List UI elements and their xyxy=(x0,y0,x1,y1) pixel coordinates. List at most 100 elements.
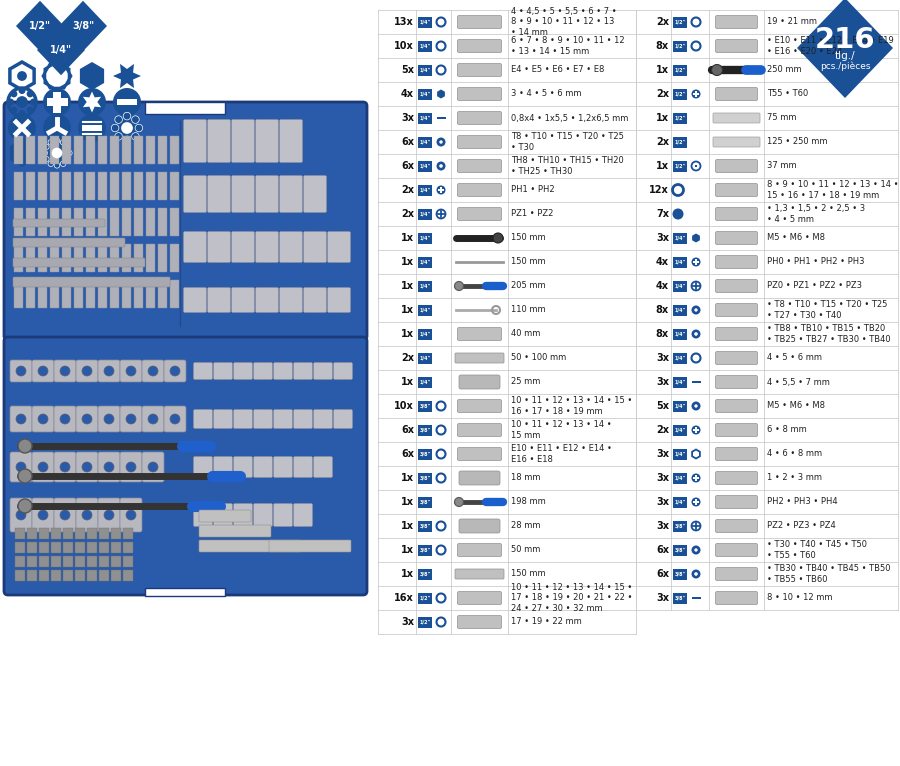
FancyBboxPatch shape xyxy=(293,362,312,379)
Text: 1/4": 1/4" xyxy=(419,355,430,361)
Text: M5 • M6 • M8: M5 • M6 • M8 xyxy=(767,234,825,243)
Bar xyxy=(418,377,432,388)
Circle shape xyxy=(48,139,54,145)
Text: 1/2": 1/2" xyxy=(674,67,686,73)
FancyBboxPatch shape xyxy=(184,231,206,263)
Circle shape xyxy=(43,88,71,116)
Circle shape xyxy=(694,548,698,552)
FancyBboxPatch shape xyxy=(457,15,501,28)
FancyBboxPatch shape xyxy=(194,362,212,379)
Bar xyxy=(110,172,119,200)
Bar xyxy=(14,280,23,308)
Bar xyxy=(673,136,687,148)
Circle shape xyxy=(694,404,698,408)
Text: 205 mm: 205 mm xyxy=(511,281,545,290)
FancyBboxPatch shape xyxy=(13,238,125,247)
Text: PZ2 • PZ3 • PZ4: PZ2 • PZ3 • PZ4 xyxy=(767,522,836,531)
Bar xyxy=(63,528,73,539)
Bar xyxy=(123,542,133,553)
Bar xyxy=(418,568,432,580)
Text: 17 • 19 • 22 mm: 17 • 19 • 22 mm xyxy=(511,617,581,627)
Bar xyxy=(14,172,23,200)
FancyBboxPatch shape xyxy=(459,471,500,485)
Circle shape xyxy=(19,110,25,117)
Text: 1x: 1x xyxy=(656,161,669,171)
Circle shape xyxy=(43,139,71,167)
Circle shape xyxy=(115,133,122,140)
Circle shape xyxy=(691,425,700,434)
Polygon shape xyxy=(59,1,107,51)
Bar xyxy=(39,542,49,553)
Text: PH0 • PH1 • PH2 • PH3: PH0 • PH1 • PH2 • PH3 xyxy=(767,257,865,267)
FancyBboxPatch shape xyxy=(713,113,760,123)
Bar xyxy=(110,244,119,272)
Text: 1/4": 1/4" xyxy=(419,44,430,48)
Circle shape xyxy=(82,366,92,376)
Bar xyxy=(673,329,687,339)
FancyBboxPatch shape xyxy=(293,503,312,526)
Bar xyxy=(695,427,698,433)
FancyBboxPatch shape xyxy=(98,406,120,432)
Bar xyxy=(418,592,432,604)
Bar xyxy=(170,136,179,164)
Circle shape xyxy=(113,88,141,116)
Text: 1/4": 1/4" xyxy=(674,499,686,505)
Bar xyxy=(673,424,687,436)
FancyBboxPatch shape xyxy=(233,503,253,526)
Text: 1/4": 1/4" xyxy=(674,235,686,241)
Text: 2x: 2x xyxy=(656,137,669,147)
FancyBboxPatch shape xyxy=(199,510,251,522)
FancyBboxPatch shape xyxy=(716,472,758,485)
Bar xyxy=(117,99,137,105)
Circle shape xyxy=(131,116,140,123)
Text: 3x: 3x xyxy=(401,617,414,627)
FancyBboxPatch shape xyxy=(716,519,758,532)
Bar xyxy=(440,187,442,193)
Text: 8x: 8x xyxy=(656,329,669,339)
FancyBboxPatch shape xyxy=(254,410,273,428)
Text: 1/2": 1/2" xyxy=(29,21,51,31)
FancyBboxPatch shape xyxy=(54,498,76,532)
Circle shape xyxy=(16,510,26,520)
Bar xyxy=(170,244,179,272)
FancyBboxPatch shape xyxy=(457,616,501,628)
Bar xyxy=(14,208,23,236)
FancyBboxPatch shape xyxy=(716,591,758,604)
FancyBboxPatch shape xyxy=(254,457,273,477)
FancyBboxPatch shape xyxy=(716,400,758,413)
Text: 1/4": 1/4" xyxy=(419,260,430,264)
Circle shape xyxy=(67,150,72,155)
FancyBboxPatch shape xyxy=(120,498,142,532)
Text: 3/8": 3/8" xyxy=(419,451,430,457)
Text: 6x: 6x xyxy=(401,449,414,459)
FancyBboxPatch shape xyxy=(716,40,758,53)
Bar xyxy=(673,113,687,123)
Text: 10x: 10x xyxy=(394,41,414,51)
Circle shape xyxy=(131,133,140,140)
Text: 1/4": 1/4" xyxy=(419,307,430,313)
Text: 3x: 3x xyxy=(656,377,669,387)
Circle shape xyxy=(126,510,136,520)
Circle shape xyxy=(78,88,106,116)
FancyBboxPatch shape xyxy=(457,591,501,604)
Circle shape xyxy=(16,366,26,376)
Bar xyxy=(418,496,432,508)
Bar xyxy=(62,280,71,308)
Circle shape xyxy=(104,462,114,472)
FancyBboxPatch shape xyxy=(98,452,120,482)
FancyBboxPatch shape xyxy=(457,112,501,125)
Circle shape xyxy=(694,308,698,312)
Text: 6 • 8 mm: 6 • 8 mm xyxy=(767,425,806,434)
Bar xyxy=(418,113,432,123)
Text: 1/4": 1/4" xyxy=(674,332,686,336)
FancyBboxPatch shape xyxy=(457,424,501,437)
FancyBboxPatch shape xyxy=(713,137,760,147)
Bar xyxy=(418,89,432,100)
Circle shape xyxy=(54,138,59,143)
Circle shape xyxy=(42,150,48,155)
Text: 150 mm: 150 mm xyxy=(511,257,545,267)
Text: • E10 • E11 • E12 • E14 • E19
• E16 • E20 • E24: • E10 • E11 • E12 • E14 • E19 • E16 • E2… xyxy=(767,36,894,56)
Text: 4x: 4x xyxy=(401,89,414,99)
Bar xyxy=(123,570,133,581)
Bar xyxy=(673,568,687,580)
